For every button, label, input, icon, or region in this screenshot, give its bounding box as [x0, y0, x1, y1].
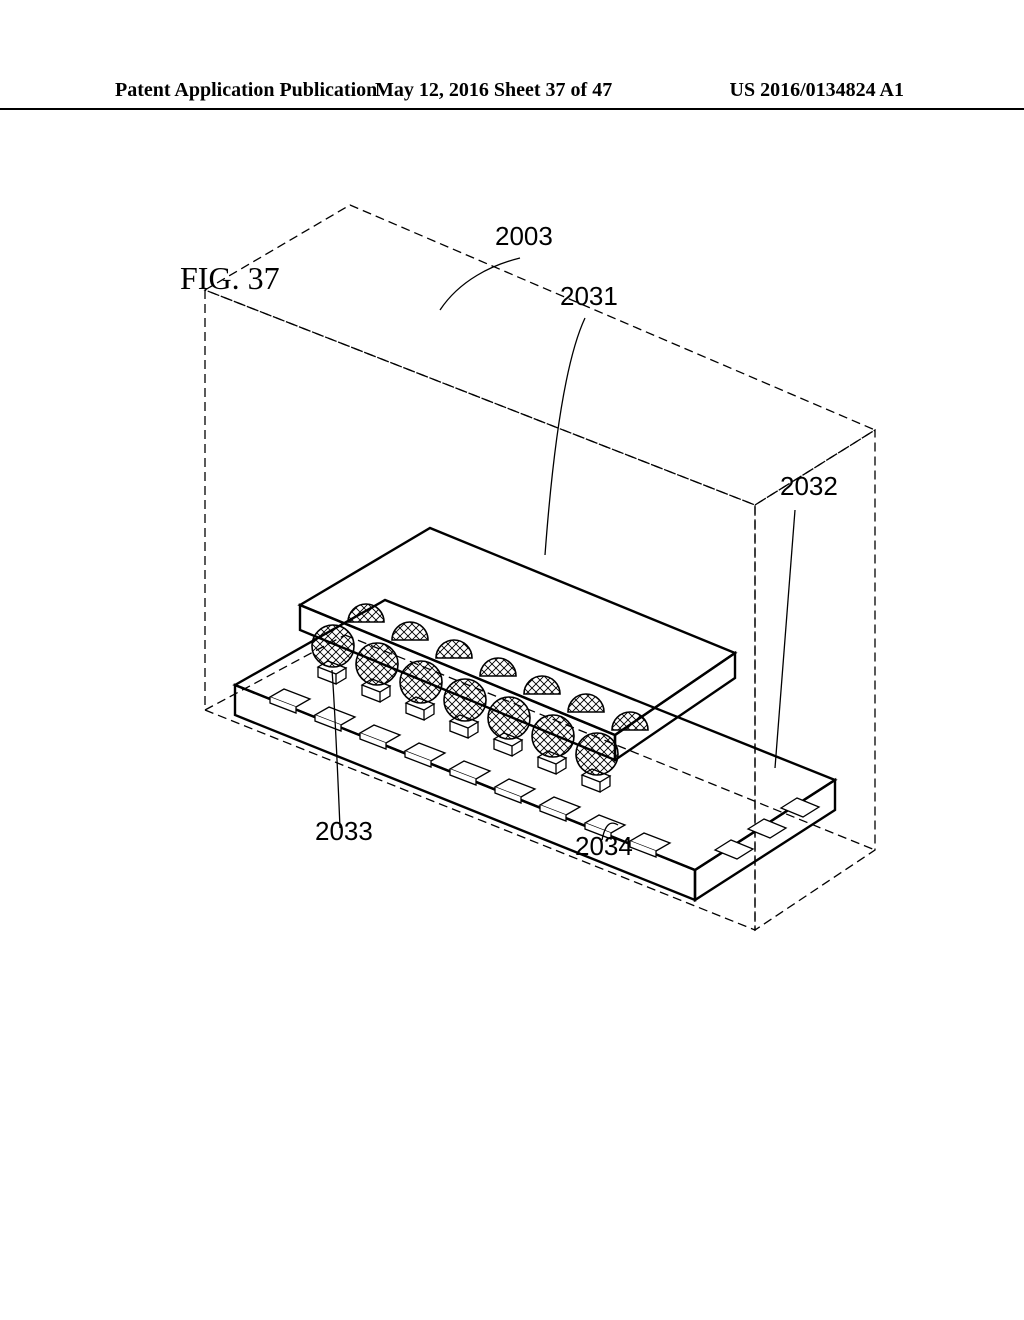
header-center: May 12, 2016 Sheet 37 of 47: [375, 80, 612, 100]
figure-37-diagram: 2003 2031 2032 2033 2034: [140, 160, 880, 1060]
outer-enclosure: [205, 205, 875, 930]
header-left: Patent Application Publication: [115, 80, 377, 108]
ref-2034: 2034: [575, 831, 633, 861]
ref-2033: 2033: [315, 816, 373, 846]
page-header: Patent Application Publication May 12, 2…: [0, 80, 1024, 110]
ref-2003: 2003: [495, 221, 553, 251]
header-right: US 2016/0134824 A1: [730, 80, 904, 100]
ref-2031: 2031: [560, 281, 618, 311]
pads-side: [715, 798, 819, 859]
ref-2032: 2032: [780, 471, 838, 501]
